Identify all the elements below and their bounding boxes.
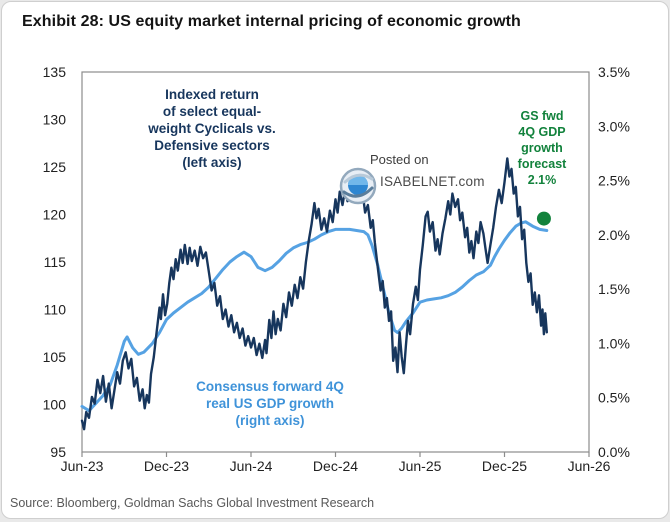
watermark-isabelnet: ISABELNET.com <box>380 174 485 189</box>
right-axis-tick-label: 3.0% <box>598 118 630 134</box>
x-axis-tick-label: Jun-24 <box>230 458 273 474</box>
left-axis-tick-label: 105 <box>43 349 67 365</box>
right-axis-tick-label: 2.0% <box>598 227 630 243</box>
watermark: Posted on ISABELNET.com <box>338 152 508 212</box>
cyclicals-vs-defensives-line <box>80 157 548 431</box>
x-axis-tick-label: Jun-23 <box>61 458 104 474</box>
axis-ticks <box>81 452 590 457</box>
right-axis-tick-label: 1.5% <box>598 281 630 297</box>
x-axis-tick-label: Dec-23 <box>144 458 189 474</box>
left-axis-tick-label: 115 <box>44 254 67 270</box>
right-axis-tick-label: 0.0% <box>598 444 630 460</box>
gdp-forecast-annotation: GS fwd 4Q GDP growth forecast 2.1% <box>517 109 567 187</box>
gdp-consensus-annotation: Consensus forward 4Q real US GDP growth … <box>196 379 344 428</box>
axis-labels: 135 130 125 120 115 110 105 100 95 3.5% 3.0% 2.5% 2.… <box>43 64 630 474</box>
source-note: Source: Bloomberg, Goldman Sachs Global … <box>10 496 375 510</box>
x-axis-tick-label: Dec-24 <box>313 458 358 474</box>
left-axis-tick-label: 110 <box>44 302 67 318</box>
right-axis-tick-label: 2.5% <box>598 173 630 189</box>
cyclicals-annotation: Indexed return of select equal- weight C… <box>148 87 276 170</box>
isabelnet-globe-icon <box>339 167 377 205</box>
right-axis-tick-label: 3.5% <box>598 64 630 80</box>
right-axis-tick-label: 0.5% <box>598 390 630 406</box>
left-axis-tick-label: 130 <box>43 112 67 128</box>
x-axis-tick-label: Jun-26 <box>568 458 611 474</box>
x-axis-tick-label: Dec-25 <box>482 458 527 474</box>
figure-title: Exhibit 28: US equity market internal pr… <box>22 13 521 30</box>
left-axis-tick-label: 100 <box>43 397 67 413</box>
gdp-forecast-dot <box>536 211 551 226</box>
left-axis-tick-label: 120 <box>43 207 67 223</box>
left-axis-tick-label: 135 <box>43 64 67 80</box>
left-axis-tick-label: 95 <box>50 444 66 460</box>
right-axis-tick-label: 1.0% <box>598 335 630 351</box>
watermark-posted-on: Posted on <box>370 152 429 167</box>
x-axis-tick-label: Jun-25 <box>399 458 442 474</box>
gdp-consensus-line <box>80 220 549 413</box>
left-axis-tick-label: 125 <box>43 159 67 175</box>
